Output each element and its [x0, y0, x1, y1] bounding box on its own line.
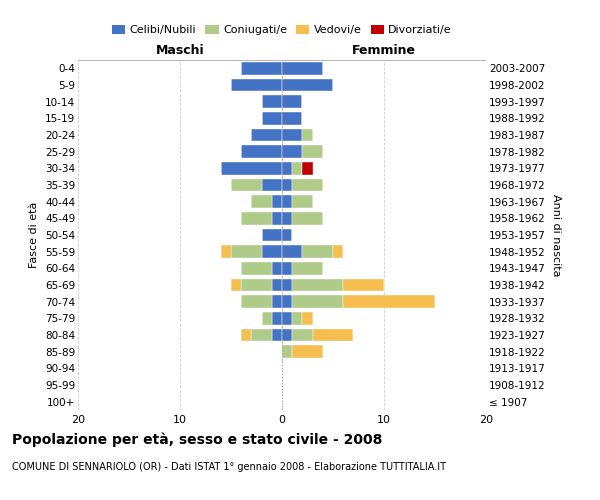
Bar [262, 112, 282, 124]
Bar [251, 196, 272, 208]
Bar [282, 246, 302, 258]
Bar [292, 279, 343, 291]
Text: Popolazione per età, sesso e stato civile - 2008: Popolazione per età, sesso e stato civil… [12, 432, 382, 447]
Bar [231, 179, 262, 192]
Bar [272, 296, 282, 308]
Bar [282, 79, 333, 92]
Bar [282, 279, 292, 291]
Bar [302, 129, 313, 141]
Bar [241, 279, 272, 291]
Y-axis label: Anni di nascita: Anni di nascita [551, 194, 561, 276]
Bar [231, 279, 241, 291]
Bar [292, 196, 313, 208]
Bar [262, 179, 282, 192]
Bar [302, 312, 313, 324]
Bar [302, 246, 333, 258]
Bar [241, 262, 272, 274]
Bar [221, 246, 231, 258]
Text: COMUNE DI SENNARIOLO (OR) - Dati ISTAT 1° gennaio 2008 - Elaborazione TUTTITALIA: COMUNE DI SENNARIOLO (OR) - Dati ISTAT 1… [12, 462, 446, 472]
Bar [251, 329, 272, 341]
Y-axis label: Fasce di età: Fasce di età [29, 202, 40, 268]
Bar [282, 346, 292, 358]
Bar [292, 262, 323, 274]
Bar [313, 329, 353, 341]
Bar [292, 179, 323, 192]
Bar [251, 129, 282, 141]
Bar [262, 229, 282, 241]
Bar [231, 246, 262, 258]
Bar [282, 229, 292, 241]
Bar [262, 246, 282, 258]
Bar [292, 162, 302, 174]
Bar [282, 312, 292, 324]
Bar [292, 296, 343, 308]
Bar [282, 262, 292, 274]
Bar [343, 279, 384, 291]
Text: Femmine: Femmine [352, 44, 416, 57]
Bar [282, 212, 292, 224]
Bar [292, 329, 313, 341]
Bar [343, 296, 435, 308]
Bar [241, 296, 272, 308]
Bar [262, 312, 272, 324]
Bar [282, 96, 302, 108]
Bar [282, 179, 292, 192]
Bar [221, 162, 282, 174]
Bar [333, 246, 343, 258]
Bar [282, 129, 302, 141]
Bar [272, 279, 282, 291]
Bar [272, 262, 282, 274]
Bar [282, 329, 292, 341]
Bar [272, 312, 282, 324]
Bar [272, 212, 282, 224]
Legend: Celibi/Nubili, Coniugati/e, Vedovi/e, Divorziati/e: Celibi/Nubili, Coniugati/e, Vedovi/e, Di… [107, 20, 457, 40]
Bar [302, 162, 313, 174]
Bar [231, 79, 282, 92]
Bar [241, 212, 272, 224]
Bar [282, 112, 302, 124]
Bar [292, 346, 323, 358]
Bar [292, 212, 323, 224]
Bar [282, 162, 292, 174]
Bar [292, 312, 302, 324]
Bar [241, 146, 282, 158]
Bar [282, 196, 292, 208]
Bar [302, 146, 323, 158]
Bar [272, 329, 282, 341]
Bar [282, 296, 292, 308]
Bar [282, 62, 323, 74]
Bar [241, 62, 282, 74]
Text: Maschi: Maschi [155, 44, 205, 57]
Bar [272, 196, 282, 208]
Bar [241, 329, 251, 341]
Bar [282, 146, 302, 158]
Bar [262, 96, 282, 108]
